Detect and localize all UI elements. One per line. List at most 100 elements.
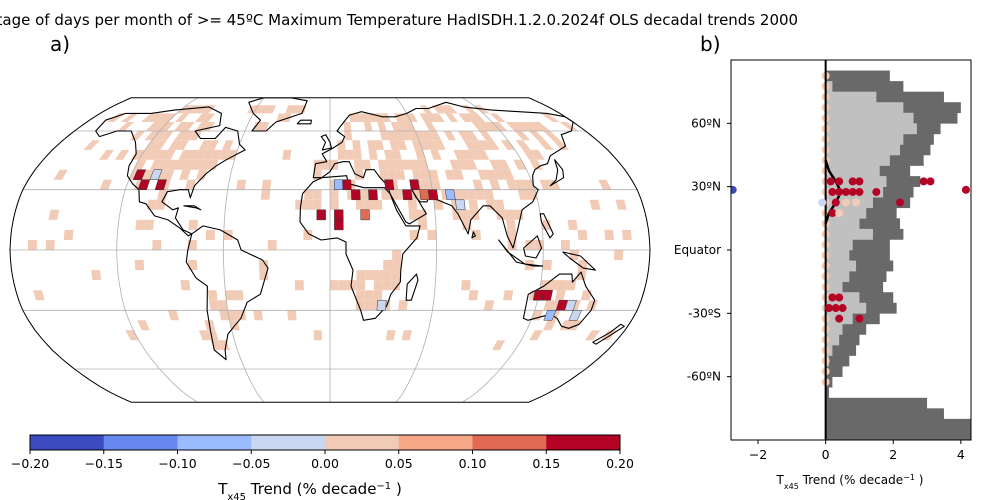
land-stipple-cell [514,179,527,190]
trend-gridcell [334,209,344,221]
land-stipple-cell [206,140,219,150]
zonal-bar-dark [825,387,830,399]
land-stipple-cell [120,113,139,122]
land-stipple-cell [267,240,277,250]
land-stipple-cell [259,122,270,131]
land-stipple-cell [430,179,441,190]
zonal-point [835,209,844,218]
land-stipple-cell [540,113,560,122]
land-stipple-cell [166,159,179,170]
zonal-bar-light [825,112,914,124]
land-stipple-cell [304,189,313,200]
land-stipple-cell [207,290,218,301]
land-stipple-cell [468,290,479,301]
land-stipple-cell [495,209,506,220]
land-stipple-cell [251,122,263,131]
land-stipple-cell [236,179,247,190]
land-stipple-cell [396,140,408,150]
land-stipple-cell [247,105,259,114]
x-tick-label: 4 [957,447,965,462]
coastline-philippines [539,213,554,239]
zonal-bar-dark [825,81,904,92]
land-stipple-cell [99,149,114,160]
land-stipple-cell [385,159,396,170]
land-stipple-cell [330,280,339,291]
zonal-bar-light [825,334,840,346]
x-tick-label: −2 [749,447,767,462]
land-stipple-cell [457,131,471,141]
zonal-point [919,177,928,186]
land-stipple-cell [567,219,578,230]
coastline-cuba [183,205,202,211]
coastline-australia [522,271,596,329]
land-stipple-cell [472,179,484,190]
land-stipple-cell [419,105,433,114]
land-stipple-cell [146,149,161,160]
land-stipple-cell [387,169,397,180]
land-stipple-cell [364,300,374,311]
trend-gridcell [427,189,439,201]
colorbar-segment [546,435,621,450]
land-stipple-cell [475,189,486,200]
land-stipple-cell [303,229,313,240]
land-stipple-cell [506,179,518,190]
zonal-bar-dark [825,355,850,367]
land-stipple-cell [377,122,387,131]
zonal-point [926,177,935,186]
panel-a-label: a) [50,32,70,56]
land-stipple-cell [532,122,551,131]
coastline-iceland [296,119,312,125]
land-stipple-cell [514,131,531,141]
land-stipple-cell [162,169,175,180]
land-stipple-cell [426,140,438,150]
land-stipple-cell [390,122,401,131]
colorbar-tick-label: −0.20 [11,456,49,471]
zonal-point [828,187,837,196]
land-stipple-cell [471,122,487,131]
land-stipple-cell [471,140,485,150]
land-stipple-cell [622,229,632,240]
coastline-greenland [248,97,308,132]
colorbar-segment [325,435,400,450]
land-stipple-cell [383,260,393,271]
y-tick-label: 30ºN [691,180,721,194]
land-stipple-cell [529,159,543,170]
land-stipple-cell [361,113,371,122]
zonal-point [872,187,881,196]
colorbar-tick-label: −0.05 [232,456,270,471]
land-stipple-cell [427,229,437,240]
land-stipple-cell [485,140,500,150]
land-stipple-cell [468,199,479,210]
graticule-meridian [443,97,544,403]
land-stipple-cell [343,122,352,131]
land-stipple-cell [457,113,472,122]
land-stipple-cell [443,131,457,141]
land-stipple-cell [517,189,529,200]
land-stipple-cell [194,149,207,160]
land-stipple-cell [225,290,235,301]
land-stipple-cell [422,131,434,141]
zonal-bar-dark [825,250,890,261]
map-panel [9,97,651,403]
land-stipple-cell [404,122,416,131]
trend-gridcell [564,299,577,311]
land-stipple-cell [344,131,353,141]
zonal-bar-dark [825,70,890,82]
land-stipple-cell [458,189,469,200]
colorbar-segment [472,435,547,450]
x-tick-label: 0 [822,447,830,462]
land-stipple-cell [529,330,543,341]
zonal-point [835,314,844,323]
zonal-point [841,187,850,196]
land-stipple-cell [363,122,373,131]
land-stipple-cell [379,131,390,141]
land-stipple-cell [393,159,404,170]
zonal-bar-light [825,271,850,282]
land-stipple-cell [422,179,433,190]
land-stipple-cell [259,105,271,114]
land-stipple-cell [138,149,153,160]
colorbar-tick-label: 0.05 [385,456,413,471]
land-stipple-cell [425,113,438,122]
land-stipple-cell [355,113,364,122]
land-stipple-cell [497,159,511,170]
